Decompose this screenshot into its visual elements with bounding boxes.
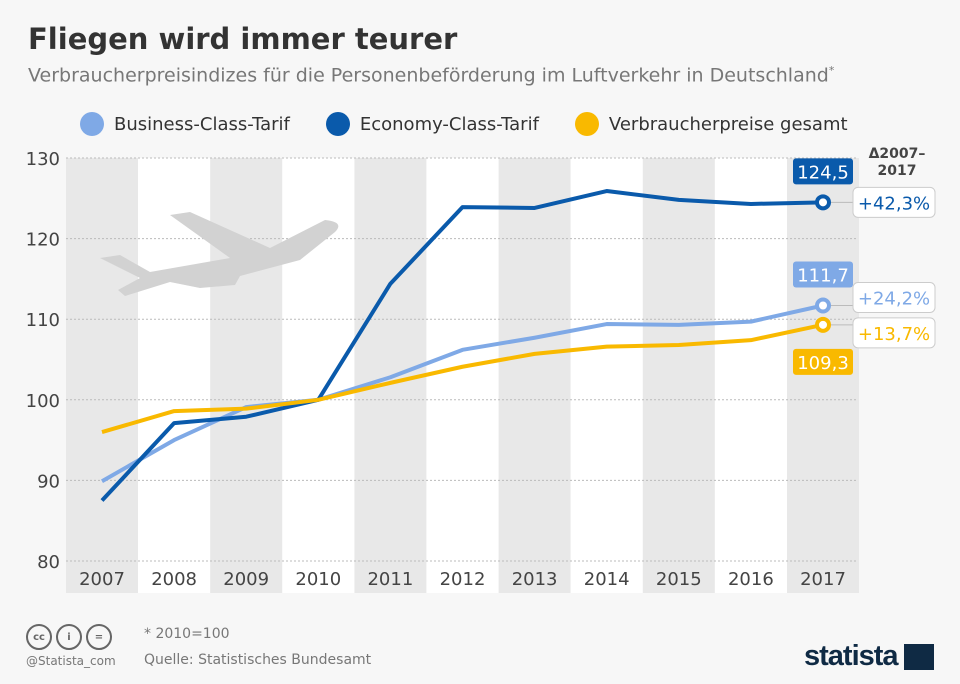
x-tick-label: 2015 [656,569,702,590]
y-tick-label: 80 [37,552,60,573]
x-tick-label: 2009 [223,569,269,590]
twitter-handle[interactable]: @Statista_com [26,654,116,668]
cc-icon: cc [26,624,52,650]
x-tick-label: 2014 [584,569,630,590]
x-tick-label: 2013 [512,569,558,590]
legend-swatch [574,112,599,136]
legend-item-economy: Economy-Class-Tarif [325,112,539,136]
x-tick-label: 2017 [800,569,846,590]
attribution-icon: i [56,624,82,650]
change-label: +42,3% [858,193,930,214]
column-shade [787,158,859,593]
cc-license-icons: cc i = [26,624,112,650]
change-label: +13,7% [858,324,930,345]
legend-swatch [80,112,104,136]
end-point-marker [815,316,831,333]
change-badge [852,281,936,313]
legend-label: Verbraucherpreise gesamt [608,113,848,135]
x-tick-label: 2008 [151,569,197,590]
legend-swatch [325,112,350,136]
end-value-badge [793,348,853,375]
no-derivatives-icon: = [86,624,112,650]
x-tick-label: 2011 [367,569,413,590]
y-tick-label: 90 [37,471,60,492]
legend: Business-Class-Tarif Economy-Class-Tarif… [80,112,848,136]
end-value-label: 124,5 [797,162,849,183]
statista-logo-icon [904,644,934,670]
end-value-label: 111,7 [797,265,849,286]
subtitle-text: Verbraucherpreisindizes für die Personen… [28,64,829,87]
end-point-marker [815,194,831,211]
source: Quelle: Statistisches Bundesamt [144,652,372,668]
y-tick-label: 120 [26,230,60,251]
change-label: +24,2% [858,288,930,309]
chart-title: Fliegen wird immer teurer [28,22,458,56]
y-tick-label: 100 [26,391,60,412]
legend-item-cpi: Verbraucherpreise gesamt [574,112,848,136]
column-shade [66,158,138,593]
y-tick-label: 130 [26,149,60,170]
end-point-marker [815,297,831,314]
end-value-label: 109,3 [797,353,849,374]
statista-logo[interactable]: statista [804,640,899,672]
subtitle-footnote-mark: * [828,64,835,77]
end-value-badge [793,158,853,185]
legend-label: Business-Class-Tarif [114,113,290,135]
footnote: * 2010=100 [144,626,230,642]
airplane-icon [100,212,339,296]
change-badge [852,186,936,218]
end-value-badge [793,261,853,288]
column-shade [210,158,283,593]
change-header: Δ2007–2017 [868,146,926,179]
y-tick-label: 110 [26,310,60,331]
x-tick-label: 2016 [728,569,774,590]
x-tick-label: 2007 [79,569,125,590]
legend-label: Economy-Class-Tarif [359,113,539,135]
series-line-1 [100,189,824,502]
column-shade [642,158,715,593]
x-tick-label: 2010 [295,569,341,590]
column-shade [498,158,571,593]
x-tick-label: 2012 [440,569,486,590]
legend-item-business: Business-Class-Tarif [80,112,290,136]
chart-subtitle: Verbraucherpreisindizes für die Personen… [28,64,834,86]
series-line-2 [101,322,824,434]
change-badge [852,317,936,349]
